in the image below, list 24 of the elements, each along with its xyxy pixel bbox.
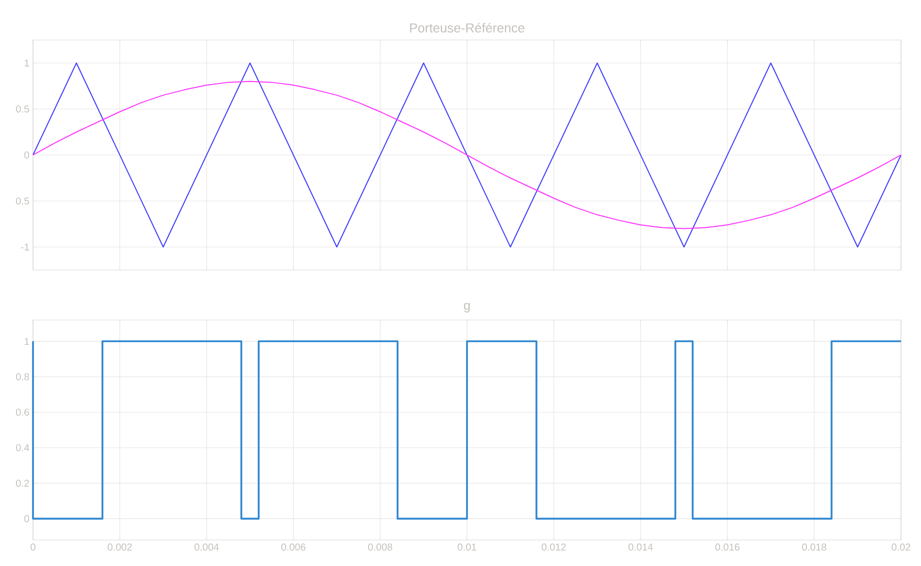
y-tick-label: 0 [24,515,30,522]
y-tick-label: 1 [24,60,29,66]
x-tick-label: 0.002 [108,544,132,551]
x-tick-label: 0.008 [368,544,392,551]
y-tick-label: 1 [24,338,29,345]
x-tick-label: 0 [30,544,36,551]
x-tick-label: 0.01 [458,544,476,551]
x-tick-label: 0.016 [715,544,740,551]
y-tick-label: 0.8 [16,373,30,380]
y-tick-label: 0.5 [16,105,30,113]
x-tick-label: 0.02 [892,544,910,551]
y-tick-label: 0.2 [16,480,29,487]
y-tick-label: -1 [21,244,29,250]
x-tick-label: 0.006 [281,544,306,551]
y-tick-label: 0 [24,151,30,159]
chart-title: g [464,302,470,312]
y-tick-label: 0.5 [16,197,30,205]
y-tick-label: 0.6 [16,408,30,416]
y-tick-label: 0.4 [16,444,30,452]
x-tick-label: 0.004 [194,544,219,551]
chart-title: Porteuse-Référence [410,22,524,32]
x-tick-label: 0.014 [628,544,653,551]
x-tick-label: 0.012 [542,544,566,551]
x-tick-label: 0.018 [802,544,826,551]
